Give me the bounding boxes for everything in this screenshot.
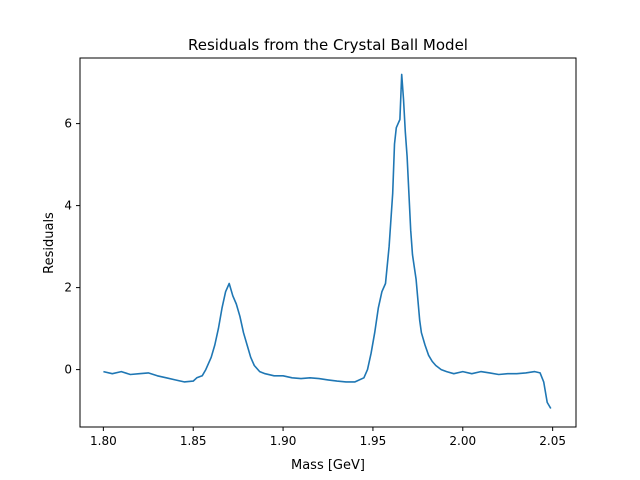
x-tick-label: 1.85	[180, 434, 207, 448]
x-tick-label: 1.80	[90, 434, 117, 448]
x-tick-label: 1.95	[360, 434, 387, 448]
y-axis: 0 2 4 6	[64, 117, 80, 377]
series-line-0	[103, 73, 552, 409]
x-axis-label: Mass [GeV]	[291, 458, 365, 473]
x-tick-label: 1.90	[270, 434, 297, 448]
y-tick-label: 4	[64, 199, 72, 213]
x-tick-label: 2.05	[539, 434, 566, 448]
axes-frame	[79, 57, 577, 428]
y-axis-label: Residuals	[42, 212, 57, 274]
x-tick-label: 2.00	[449, 434, 476, 448]
x-axis: 1.80 1.85 1.90 1.95 2.00 2.05	[90, 427, 566, 448]
y-tick-label: 2	[64, 281, 72, 295]
y-tick-label: 6	[64, 117, 72, 131]
chart-title: Residuals from the Crystal Ball Model	[188, 36, 468, 54]
plot-area	[103, 73, 552, 409]
y-tick-label: 0	[64, 363, 72, 377]
